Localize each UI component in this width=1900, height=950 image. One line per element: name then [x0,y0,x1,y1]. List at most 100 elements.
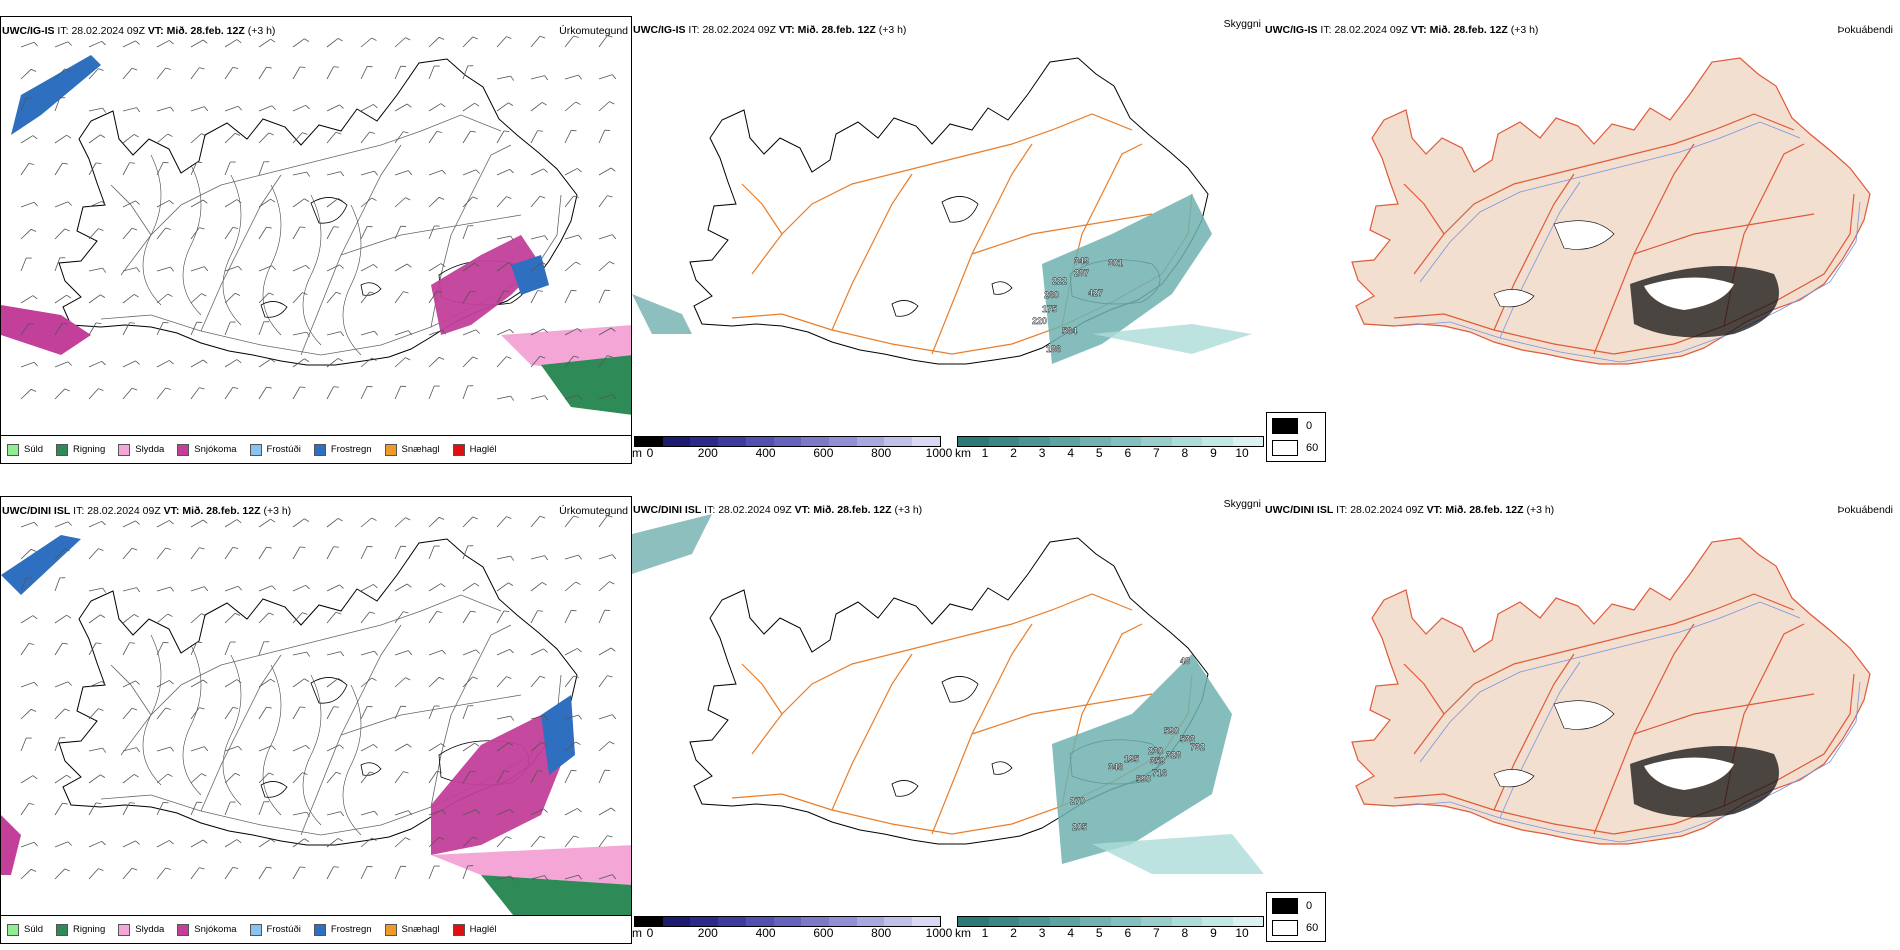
visibility-value-label: 533 [1180,734,1195,744]
wind-barb-shaft [88,322,97,336]
wind-barb-shaft [224,161,231,176]
wind-barb-shaft [54,841,69,848]
wind-barb-shaft [564,581,576,592]
map-base [1351,537,1871,845]
wind-barb [88,68,104,80]
wind-barb-feather [64,548,70,552]
wind-barb-feather [440,103,446,108]
wind-barb-shaft [360,611,370,624]
wind-barb-shaft [258,386,267,400]
wind-barb-feather [135,360,140,365]
wind-barb-feather [337,838,343,842]
wind-barb-shaft [462,742,475,752]
wind-barb [598,289,611,304]
wind-barb-feather [371,837,377,841]
wind-barb-shaft [326,358,339,368]
wind-barb-feather [30,68,37,72]
wind-barb-shaft [20,228,32,240]
wind-barb [564,610,577,624]
fog-legend-swatch [1272,898,1298,914]
wind-barb-feather [575,261,581,265]
wind-barb [54,681,72,688]
wind-barb-feather [573,355,579,358]
wind-barb [428,196,445,208]
wind-barb-feather [369,131,375,134]
wind-barb-shaft [360,37,372,48]
wind-barb-shaft [530,36,541,48]
wind-barb [360,517,377,528]
wind-barb [496,715,515,721]
wind-barb [224,745,243,752]
wind-barb [258,518,276,528]
precip-legend-item: Slydda [118,443,164,456]
wind-barb [156,133,173,144]
wind-barb [224,707,239,720]
wind-barb-shaft [190,133,202,144]
wind-barb [156,707,171,720]
wind-barb [20,577,32,592]
wind-barb-feather [539,195,546,199]
wind-barb [190,867,205,880]
wind-barb [496,168,514,176]
wind-barb [326,651,345,657]
wind-barb-feather [339,584,344,589]
wind-barb-feather [101,361,106,366]
wind-barb [360,357,377,368]
wind-barb [598,101,615,112]
wind-barb-shaft [88,802,97,816]
wind-barb [496,742,514,752]
wind-barb-shaft [258,706,267,720]
wind-barb [156,106,175,112]
wind-barb-feather [101,681,106,686]
wind-barb [530,328,548,336]
wind-barb [122,267,141,273]
wind-barb-shaft [88,107,103,112]
wind-barb-feather [441,649,447,655]
wind-barb-shaft [156,547,166,560]
wind-barb-shaft [156,266,171,272]
wind-barb-feather [237,105,243,111]
colorbar-cell [662,917,691,926]
wind-barb [88,708,104,720]
wind-barb-feather [32,775,38,780]
freezing-rain-area-nw [11,55,101,135]
colorbar-cell [1141,917,1172,926]
colorbar-tick: 2 [1010,446,1017,460]
wind-barb-shaft [326,132,337,144]
wind-barb [122,200,140,208]
wind-barb-shaft [88,200,102,208]
wind-barb-shaft [598,234,613,240]
colorbar-tick: 200 [697,446,718,460]
wind-barb [122,680,140,688]
wind-barb-feather [607,35,613,38]
wind-barb-shaft [88,747,103,752]
precip-legend-item: Snæhagl [384,923,440,936]
wind-barb [54,162,68,176]
wind-barb-shaft [54,68,66,80]
wind-barb [428,809,447,816]
wind-barb-feather [612,874,617,880]
wind-barb [428,516,445,528]
wind-barb-shaft [156,840,170,848]
wind-barb-shaft [530,582,543,592]
colorbar-cell [829,437,857,446]
wind-barb-shaft [598,647,612,656]
wind-barb-shaft [190,227,200,240]
road-line [741,183,783,235]
wind-barb-feather [234,772,241,776]
wind-barb-shaft [530,262,543,272]
wind-barb-feather [337,678,343,682]
wind-barb-shaft [564,394,579,400]
wind-barb [462,516,478,528]
wind-barb-shaft [20,68,32,80]
wind-barb-shaft [428,356,440,368]
wind-barb-feather [230,641,236,643]
wind-barb-feather [67,41,72,46]
visibility-value-label: 346 [1108,762,1123,772]
wind-barb-shaft [530,168,544,176]
visibility-value-label: 359 [1150,756,1165,766]
wind-barb [292,744,310,752]
legend-label: Slydda [135,924,165,935]
colorbar-cell [1232,917,1263,926]
glacier-outline [891,780,919,797]
